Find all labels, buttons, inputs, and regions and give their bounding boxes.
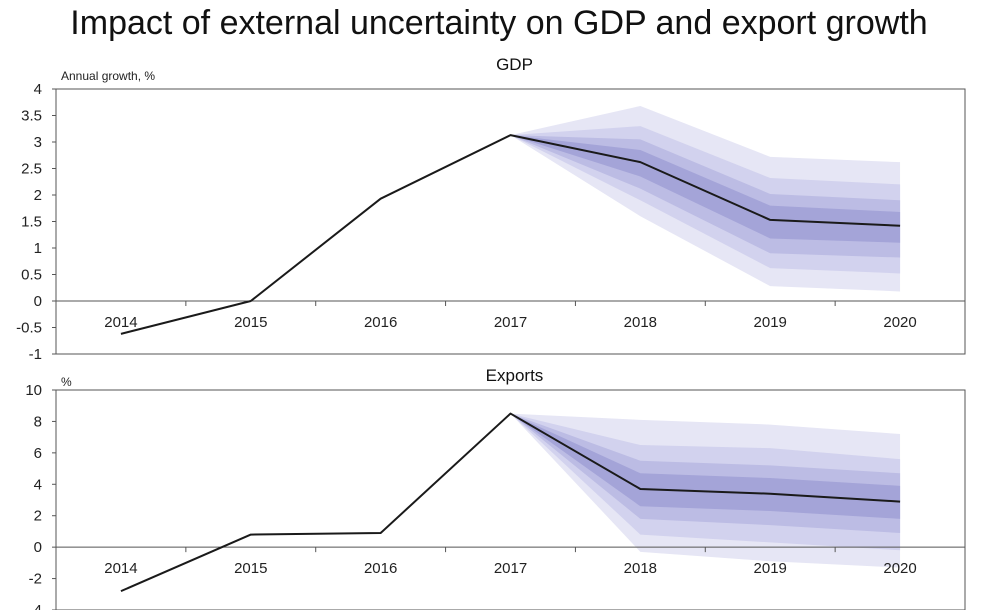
y-tick-label: 1.5 [21, 214, 42, 231]
gdp-panel: 4 3.5 3 2.5 2 1.5 1 0.5 0 -0.5 -1 2014 2015 2016 2017 2… [16, 55, 966, 363]
x-tick-label: 2018 [624, 314, 657, 331]
exports-panel: 10 8 6 4 2 0 -2 -4 2014 2015 2016 2017 2018 2019 2020 E… [25, 366, 966, 610]
x-tick-label: 2015 [234, 560, 267, 577]
y-tick-label: 1 [34, 240, 42, 257]
plot-frame [55, 389, 966, 610]
y-axis-unit-label: % [61, 375, 72, 389]
x-tick-label: 2019 [754, 314, 787, 331]
y-tick-label: 2.5 [21, 161, 42, 178]
x-tick-label: 2014 [104, 314, 137, 331]
y-tick-label: -4 [29, 602, 42, 610]
panel-title: Exports [486, 366, 544, 385]
y-tick-label: 4 [34, 81, 42, 98]
y-tick-label: -0.5 [16, 320, 42, 337]
y-tick-label: 3 [34, 134, 42, 151]
y-tick-label: 0 [34, 293, 42, 310]
y-tick-label: -2 [29, 571, 42, 588]
y-tick-label: 3.5 [21, 108, 42, 125]
y-tick-label: 0 [34, 539, 42, 556]
chart-main-title: Impact of external uncertainty on GDP an… [70, 4, 928, 42]
x-tick-label: 2015 [234, 314, 267, 331]
y-tick-label: 4 [34, 476, 42, 493]
x-tick-label: 2016 [364, 560, 397, 577]
x-tick-label: 2016 [364, 314, 397, 331]
fan-band-4 [510, 135, 901, 243]
y-tick-label: 2 [34, 187, 42, 204]
panel-title: GDP [496, 55, 533, 74]
y-axis-unit-label: Annual growth, % [61, 69, 155, 83]
fan-band-4 [510, 413, 901, 519]
y-tick-label: 2 [34, 508, 42, 525]
x-tick-label: 2017 [494, 560, 527, 577]
y-tick-label: 6 [34, 445, 42, 462]
y-tick-label: 0.5 [21, 267, 42, 284]
y-tick-label: 8 [34, 413, 42, 430]
x-tick-label: 2020 [883, 314, 916, 331]
x-tick-label: 2014 [104, 560, 137, 577]
x-tick-label: 2019 [754, 560, 787, 577]
x-tick-label: 2017 [494, 314, 527, 331]
y-tick-label: -1 [29, 346, 42, 363]
y-tick-label: 10 [25, 382, 42, 399]
x-tick-label: 2018 [624, 560, 657, 577]
x-tick-label: 2020 [883, 560, 916, 577]
